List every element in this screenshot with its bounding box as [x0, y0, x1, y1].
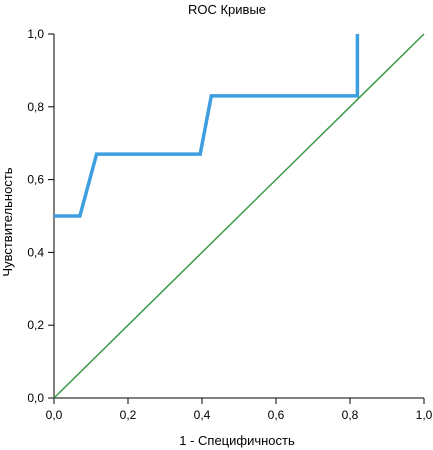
chart-title: ROC Кривые — [188, 2, 266, 17]
y-tick-label: 0,4 — [27, 245, 44, 259]
y-axis-ticks: 0,0 0,2 0,4 0,6 0,8 1,0 — [27, 27, 54, 405]
x-axis-label: 1 - Специфичность — [179, 433, 295, 448]
y-tick-label: 0,2 — [27, 318, 44, 332]
y-tick-label: 0,0 — [27, 391, 44, 405]
y-tick-label: 1,0 — [27, 27, 44, 41]
x-tick-label: 0,6 — [268, 408, 285, 422]
x-tick-label: 0,4 — [194, 408, 211, 422]
x-tick-label: 1,0 — [416, 408, 433, 422]
x-axis-ticks: 0,0 0,2 0,4 0,6 0,8 1,0 — [46, 398, 433, 422]
reference-diagonal-line — [53, 33, 425, 399]
x-tick-label: 0,0 — [46, 408, 63, 422]
x-tick-label: 0,8 — [342, 408, 359, 422]
series-layer — [53, 33, 425, 399]
y-tick-label: 0,8 — [27, 100, 44, 114]
roc-curve-line — [54, 34, 360, 218]
x-tick-label: 0,2 — [120, 408, 137, 422]
y-axis-label: Чувствительность — [0, 167, 15, 276]
y-tick-label: 0,6 — [27, 173, 44, 187]
